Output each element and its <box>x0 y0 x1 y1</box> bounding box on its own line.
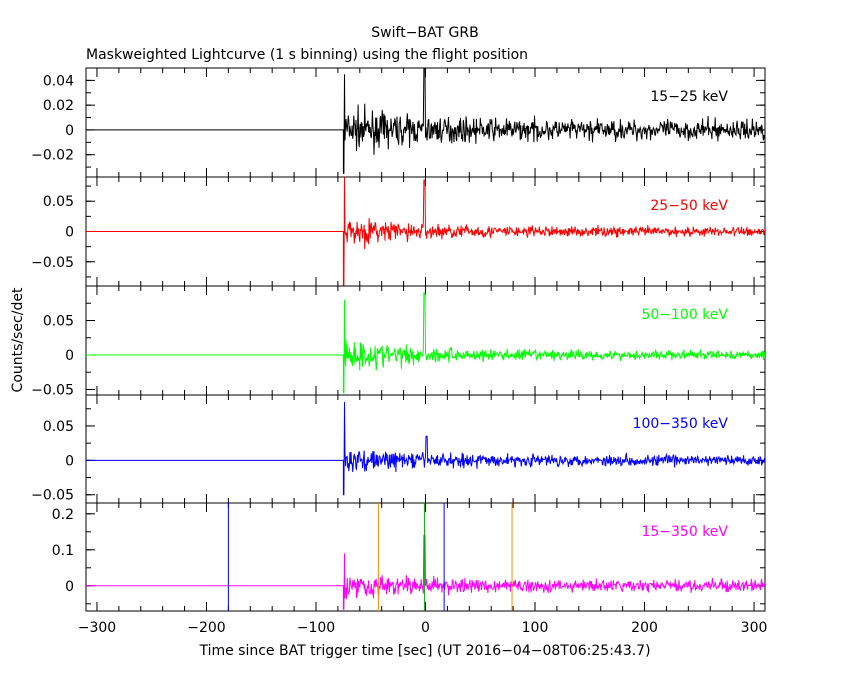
y-tick-label: 0 <box>65 453 74 469</box>
x-tick-label: 200 <box>631 620 658 636</box>
series-line <box>86 68 765 174</box>
y-tick-label: 0.02 <box>43 98 74 114</box>
y-tick-label: 0.05 <box>43 419 74 435</box>
y-tick-label: 0 <box>65 225 74 241</box>
y-tick-label: −0.05 <box>31 255 74 271</box>
series-line <box>86 292 765 394</box>
x-tick-label: −100 <box>297 620 335 636</box>
panel-2: −0.05 0 0.05 25−50 keV <box>31 176 766 287</box>
chart-title: Swift−BAT GRB <box>371 25 478 41</box>
y-tick-label: 0.05 <box>43 194 74 210</box>
y-tick-label: 0.05 <box>43 313 74 329</box>
panel-3: −0.05 0 0.05 50−100 keV <box>31 285 766 398</box>
y-tick-label: −0.05 <box>31 488 74 504</box>
panel-5: 0 0.1 0.2 15−350 keV <box>52 502 766 612</box>
series-label: 25−50 keV <box>650 198 728 214</box>
y-tick-label: 0 <box>65 123 74 139</box>
panel-1: −0.02 0 0.02 0.04 15−25 keV <box>31 67 766 178</box>
y-tick-label: 0.1 <box>52 543 74 559</box>
series-label: 50−100 keV <box>641 307 728 323</box>
y-tick-label: −0.05 <box>31 382 74 398</box>
series-label: 15−350 keV <box>641 524 728 540</box>
series-line <box>86 534 765 610</box>
x-tick-label: 300 <box>741 620 768 636</box>
chart-subtitle: Maskweighted Lightcurve (1 s binning) us… <box>86 47 528 63</box>
x-tick-label: 0 <box>421 620 430 636</box>
y-tick-label: 0 <box>65 348 74 364</box>
panels-group: −0.02 0 0.02 0.04 15−25 keV −0.05 0 0.05 25−50 k… <box>31 67 768 636</box>
y-tick-label: −0.02 <box>31 148 74 164</box>
y-tick-label: 0.2 <box>52 507 74 523</box>
panel-4: −0.05 0 0.05 100−350 keV <box>31 394 766 504</box>
y-tick-label: 0.04 <box>43 73 74 89</box>
series-label: 100−350 keV <box>633 416 729 432</box>
x-tick-label: 100 <box>522 620 549 636</box>
series-label: 15−25 keV <box>650 89 728 105</box>
x-axis-label: Time since BAT trigger time [sec] (UT 20… <box>198 643 650 659</box>
y-tick-label: 0 <box>65 579 74 595</box>
series-line <box>86 401 765 496</box>
series-line <box>86 177 765 286</box>
x-tick-label: −200 <box>187 620 225 636</box>
x-tick-label: −300 <box>78 620 116 636</box>
y-axis-label: Counts/sec/det <box>10 287 26 392</box>
